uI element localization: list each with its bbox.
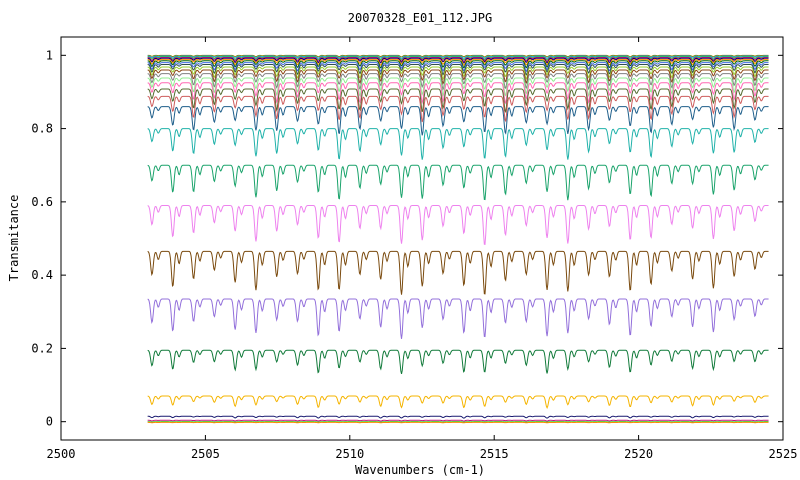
y-tick-label: 1 [46, 48, 53, 62]
spectrum-line [147, 128, 769, 160]
chart-title: 20070328_E01_112.JPG [348, 11, 493, 25]
y-tick-label: 0.2 [31, 341, 53, 355]
axis-layer: 2500 2505 2510 2515 2520 2525 0 0.2 0.4 0.6 0.8 1 [31, 37, 797, 461]
x-tick-label: 2500 [47, 447, 76, 461]
x-tick-label: 2515 [480, 447, 509, 461]
spectrum-line [147, 395, 769, 410]
spectrum-line [147, 205, 769, 245]
spectrum-line [147, 298, 769, 339]
spectrum-line [147, 415, 769, 419]
x-tick-label: 2525 [769, 447, 798, 461]
spectrum-line [147, 66, 769, 81]
spectrum-line [147, 69, 769, 85]
spectrum-line [147, 106, 769, 136]
spectrum-line [147, 250, 769, 295]
spectrum-line [147, 57, 769, 63]
spectrum-line [147, 164, 769, 201]
spectrum-line [147, 63, 769, 76]
y-axis-label: Transmitance [7, 195, 21, 282]
y-tick-label: 0.8 [31, 122, 53, 136]
spectrum-line [147, 58, 769, 66]
spectrum-line [147, 57, 769, 64]
y-tick-label: 0.6 [31, 195, 53, 209]
spectrum-line [147, 55, 769, 59]
x-axis-label: Wavenumbers (cm-1) [355, 463, 485, 477]
spectrum-line [147, 60, 769, 69]
series-layer [147, 54, 769, 424]
plot-frame [60, 36, 784, 441]
spectrum-line [147, 88, 769, 114]
spectrum-line [147, 56, 769, 61]
y-tick-label: 0 [46, 415, 53, 429]
y-tick-label: 0.4 [31, 268, 53, 282]
spectrum-line [147, 349, 769, 375]
x-tick-label: 2510 [335, 447, 364, 461]
spectrum-line [147, 95, 769, 123]
x-tick-label: 2520 [624, 447, 653, 461]
spectrum-line [147, 62, 769, 73]
x-tick-label: 2505 [191, 447, 220, 461]
spectrum-line [147, 73, 769, 91]
spectrum-line [147, 419, 769, 422]
spectrum-line [147, 77, 769, 98]
spectrum-line [147, 54, 769, 58]
spectrum-line [147, 82, 769, 105]
